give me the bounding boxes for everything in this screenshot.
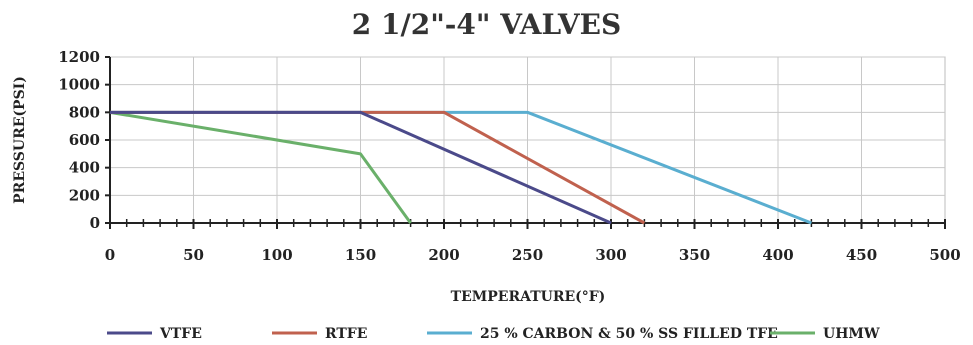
y-tick-label: 1200 (58, 48, 100, 66)
x-tick-label: 500 (929, 246, 960, 264)
x-axis-label: TEMPERATURE(°F) (451, 289, 606, 305)
axis-layer: 0 200 400 600 800 1000 1200 0 50 100 150 200 250 300 3… (58, 48, 960, 264)
x-tick-label: 50 (183, 246, 204, 264)
x-tick-label: 250 (512, 246, 543, 264)
y-tick-label: 400 (69, 159, 100, 177)
series-line-vtfe (110, 110, 612, 225)
x-tick-label: 350 (679, 246, 710, 264)
x-tick-label: 450 (846, 246, 877, 264)
y-tick-label: 0 (90, 214, 100, 232)
x-tick-label: 400 (762, 246, 793, 264)
x-tick-label: 200 (428, 246, 459, 264)
chart-title: 2 1/2"-4" VALVES (351, 8, 622, 41)
y-axis-label: PRESSURE(PSI) (12, 76, 28, 204)
legend-label-rtfe: RTFE (325, 326, 367, 342)
grid-layer (109, 56, 946, 224)
legend: VTFE RTFE 25 % CARBON & 50 % SS FILLED TFE… (107, 326, 880, 342)
legend-label-uhmw: UHMW (823, 326, 880, 342)
x-tick-label: 0 (105, 246, 115, 264)
x-tick-label: 300 (595, 246, 626, 264)
series-line-uhmw (109, 110, 412, 224)
y-tick-label: 600 (69, 131, 100, 149)
legend-label-25-carbon-50-ss-filled-tfe: 25 % CARBON & 50 % SS FILLED TFE (480, 326, 778, 342)
x-tick-label: 100 (261, 246, 292, 264)
y-tick-label: 800 (69, 103, 100, 121)
y-tick-label: 200 (69, 186, 100, 204)
series-layer (109, 110, 812, 225)
y-tick-label: 1000 (58, 76, 100, 94)
legend-label-vtfe: VTFE (159, 326, 202, 342)
x-tick-label: 150 (345, 246, 376, 264)
